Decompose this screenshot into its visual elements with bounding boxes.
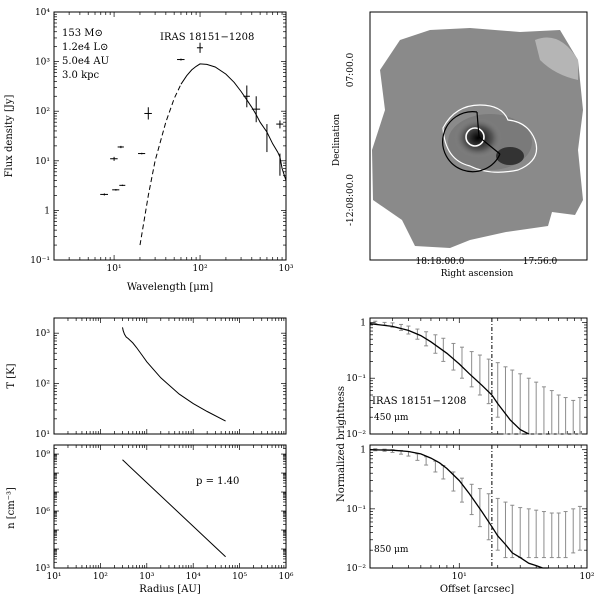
density-curve — [122, 459, 226, 558]
profile450-ytick-label: 10⁻² — [346, 430, 366, 440]
profile850-band-label: 850 μm — [374, 545, 409, 555]
profile850-xtick-label: 10¹ — [452, 572, 467, 582]
map-panel — [369, 11, 588, 261]
map-core — [454, 118, 502, 158]
map-xtick-label: 18:18:00.0 — [415, 257, 464, 267]
profile850-ytick-label: 10⁻² — [346, 564, 366, 574]
profile850-ytick-label: 10⁻¹ — [346, 505, 366, 515]
map-contour-inner — [465, 127, 485, 147]
temperature-frame — [53, 317, 287, 435]
density-xtick-label: 10² — [93, 572, 108, 582]
sed-ylabel: Flux density [Jy] — [4, 95, 15, 178]
profile450-object-label: IRAS 18151−1208 — [372, 396, 466, 407]
profile850-ytick-label: 1 — [360, 446, 366, 456]
map-xlabel: Right ascension — [441, 269, 514, 279]
sed-annotation: 153 M⊙ — [62, 28, 103, 39]
sed-xtick-label: 10³ — [278, 264, 293, 274]
sed-xtick-label: 10² — [193, 264, 208, 274]
temperature-ytick-label: 10² — [35, 380, 50, 390]
sed-annotation: 3.0 kpc — [62, 70, 100, 81]
sed-ytick-label: 10⁴ — [35, 8, 50, 18]
profile450-frame — [369, 317, 588, 435]
profile850-model-curve — [369, 449, 549, 569]
density-xtick-label: 10⁶ — [278, 572, 293, 582]
density-frame — [53, 444, 287, 569]
temperature-curve — [122, 327, 226, 422]
density-xtick-label: 10³ — [139, 572, 154, 582]
density-annotation: p = 1.40 — [196, 476, 239, 487]
temperature-ylabel: T [K] — [6, 363, 17, 388]
temperature-ytick-label: 10³ — [35, 329, 50, 339]
density-ylabel: n [cm⁻³] — [6, 487, 17, 529]
sed-ytick-label: 10¹ — [35, 157, 50, 167]
profile-ylabel: Normalized brightness — [336, 386, 347, 502]
map-ytick-label: 07:00.0 — [346, 52, 356, 87]
profile850-xlabel: Offset [arcsec] — [440, 584, 514, 595]
profile850-frame — [369, 444, 588, 569]
profile450-ytick-label: 10⁻¹ — [346, 374, 366, 384]
sed-annotation: 1.2e4 L⊙ — [62, 42, 108, 53]
density-xtick-label: 10¹ — [46, 572, 61, 582]
map-contour-black — [442, 111, 501, 173]
density-ytick-label: 10⁹ — [35, 450, 50, 460]
map-xtick-label: 17:56.0 — [523, 257, 558, 267]
sed-frame — [53, 11, 287, 261]
density-xtick-label: 10⁴ — [186, 572, 201, 582]
sed-model-curve-dashed — [139, 83, 182, 246]
map-contour-white — [442, 104, 538, 173]
sed-xlabel: Wavelength [μm] — [127, 282, 213, 293]
map-secondary-core — [496, 147, 524, 165]
sed-ytick-label: 10² — [35, 107, 50, 117]
density-xtick-label: 10⁵ — [232, 572, 247, 582]
map-ytick-label: -12:08:00.0 — [346, 174, 356, 226]
temperature-ytick-label: 10¹ — [35, 430, 50, 440]
profile850-xtick-label: 10² — [579, 572, 594, 582]
map-contour-black — [476, 111, 501, 155]
sed-model-curve — [180, 63, 287, 181]
sed-ytick-label: 10³ — [35, 58, 50, 68]
sed-annotation: 5.0e4 AU — [62, 56, 109, 67]
density-ytick-label: 10⁶ — [35, 507, 50, 517]
profile450-ytick-label: 1 — [360, 318, 366, 328]
map-emission-faint — [535, 37, 578, 80]
density-ytick-label: 10³ — [35, 564, 50, 574]
sed-xtick-label: 10¹ — [107, 264, 122, 274]
density-xlabel: Radius [AU] — [139, 584, 201, 595]
sed-ytick-label: 10⁻¹ — [30, 256, 50, 266]
sed-object-label: IRAS 18151−1208 — [160, 32, 254, 43]
profile450-model-curve — [369, 323, 530, 435]
profile450-band-label: 450 μm — [374, 413, 409, 423]
map-ylabel: Declination — [332, 114, 342, 166]
sed-ytick-label: 1 — [44, 206, 50, 216]
